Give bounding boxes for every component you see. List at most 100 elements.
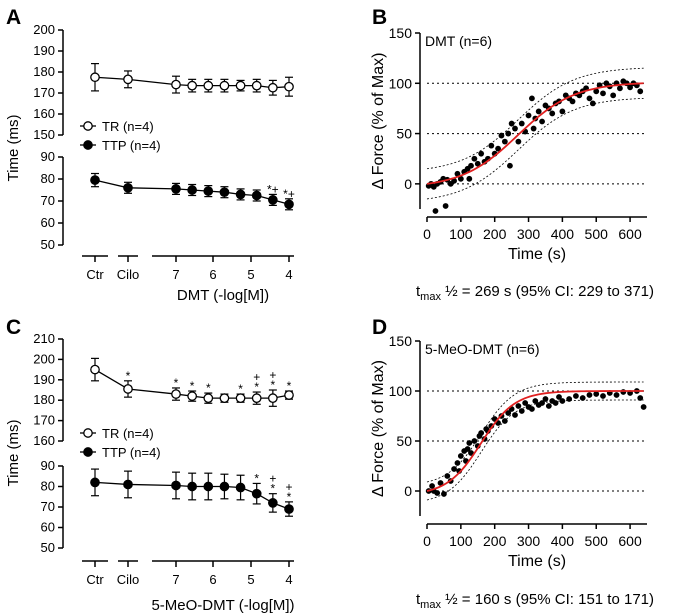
data-point (512, 412, 518, 418)
data-point (451, 177, 457, 184)
y-axis-label: Time (ms) (5, 115, 22, 182)
legend-marker (83, 140, 93, 150)
ci-band-upper (426, 67, 644, 170)
y-tick-label: 0 (404, 483, 412, 499)
data-point (593, 391, 600, 397)
y-axis-label: Δ Force (% of Max) (370, 360, 387, 497)
data-point (539, 118, 545, 125)
data-point (586, 392, 593, 398)
y-tick-label: 210 (33, 331, 55, 346)
y-tick-label: 60 (41, 215, 55, 230)
x-tick-label: 600 (618, 226, 642, 242)
data-point (559, 108, 566, 115)
significance-mark: *+ (283, 187, 295, 201)
x-tick-label: 7 (172, 267, 179, 282)
data-point (219, 481, 230, 492)
data-point (535, 108, 542, 115)
data-point (284, 504, 294, 514)
data-point (620, 389, 627, 395)
data-point (123, 479, 133, 490)
x-axis-label: Time (s) (508, 246, 566, 263)
panel-B: B 0 50 100 150 0 100 200 300 400 500 600 Time (s) Δ F… (370, 6, 654, 303)
ci-band-lower (426, 399, 644, 501)
x-tick-label: 400 (551, 226, 575, 242)
data-point (586, 95, 593, 102)
chart-title: DMT (n=6) (425, 33, 492, 49)
data-point (219, 80, 230, 91)
y-axis-label: Time (ms) (5, 420, 22, 487)
data-point (187, 391, 197, 401)
data-point (525, 112, 532, 119)
data-point (251, 393, 262, 404)
x-tick-label: 5 (247, 572, 254, 587)
significance-mark: * (254, 380, 259, 394)
data-point (471, 438, 478, 444)
data-point (478, 430, 485, 436)
y-tick-label: 50 (41, 237, 55, 252)
data-point (507, 162, 513, 169)
data-point (123, 182, 133, 193)
x-tick-label: 300 (517, 226, 541, 242)
significance-mark: * (238, 382, 243, 396)
data-point (627, 84, 633, 91)
data-point (187, 481, 197, 492)
data-point (559, 398, 566, 404)
y-tick-label: 100 (389, 383, 413, 399)
data-point (573, 393, 579, 399)
data-point (90, 72, 100, 83)
data-point (123, 74, 133, 85)
x-tick-label: 600 (618, 533, 642, 549)
data-point (471, 155, 478, 162)
y-tick-label: 200 (33, 22, 55, 37)
data-point (284, 81, 294, 92)
caption-t: t (416, 591, 421, 608)
data-point (589, 100, 596, 107)
significance-mark: * (190, 379, 195, 393)
y-tick-label: 150 (389, 25, 413, 41)
significance-mark: * (206, 381, 211, 395)
data-point (549, 110, 556, 117)
data-point (593, 88, 600, 95)
data-point (268, 498, 278, 508)
caption-sub: max (420, 291, 441, 303)
data-point (610, 92, 617, 99)
significance-mark: * (254, 471, 259, 485)
y-tick-label: 100 (389, 75, 413, 91)
data-point (454, 170, 461, 177)
legend-label: TTP (n=4) (102, 138, 161, 153)
x-tick-label: 4 (285, 572, 292, 587)
data-point (579, 395, 586, 401)
data-point (203, 481, 214, 492)
data-point (235, 482, 246, 493)
panel-letter: D (372, 316, 387, 339)
x-tick-label: 200 (483, 533, 507, 549)
y-tick-label: 0 (404, 176, 412, 192)
significance-mark: * (126, 369, 131, 383)
y-axis-label: Δ Force (% of Max) (370, 53, 387, 190)
data-point (529, 95, 535, 102)
legend-label: TTP (n=4) (102, 445, 161, 460)
data-point (552, 400, 559, 406)
x-tick-label: 100 (449, 226, 473, 242)
data-point (171, 79, 181, 90)
caption-text: ½ = 269 s (95% CI: 229 to 371) (441, 283, 654, 300)
significance-mark: *+ (267, 182, 279, 196)
data-point (518, 408, 525, 414)
y-tick-label: 180 (33, 64, 55, 79)
data-point (556, 394, 562, 400)
data-point (171, 184, 181, 194)
data-point (171, 389, 181, 399)
data-point (251, 80, 262, 91)
data-point (203, 186, 214, 196)
y-tick-label: 190 (33, 372, 55, 387)
data-point (284, 199, 294, 210)
data-point (90, 477, 100, 488)
data-point (187, 185, 197, 195)
y-tick-label: 190 (33, 43, 55, 58)
x-tick-label: Ctr (86, 267, 104, 282)
x-tick-label: 500 (585, 533, 609, 549)
data-point (451, 466, 457, 472)
x-tick-label: 6 (209, 267, 216, 282)
data-point (478, 150, 485, 157)
x-tick-label: 500 (585, 226, 609, 242)
